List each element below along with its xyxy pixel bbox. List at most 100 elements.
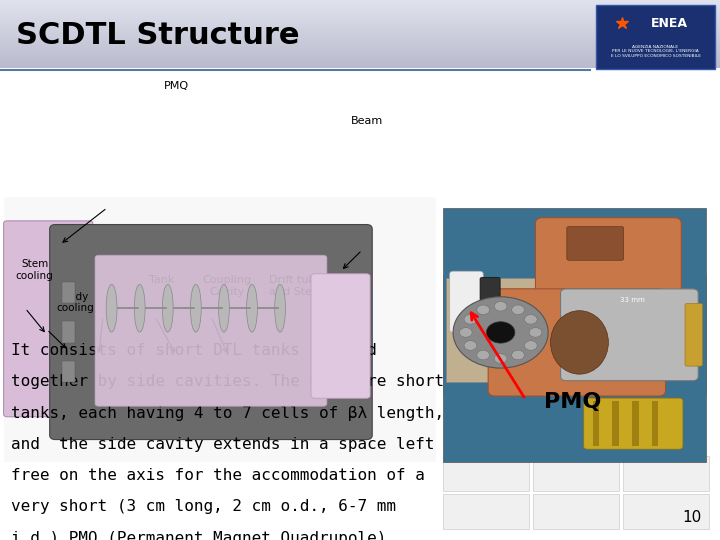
FancyBboxPatch shape bbox=[536, 218, 681, 310]
Circle shape bbox=[477, 305, 490, 314]
Circle shape bbox=[487, 322, 515, 343]
Circle shape bbox=[529, 328, 542, 337]
Bar bbox=[0, 3, 720, 5]
Bar bbox=[533, 494, 619, 529]
Circle shape bbox=[464, 341, 477, 350]
Text: It consists of short DTL tanks coupled: It consists of short DTL tanks coupled bbox=[11, 343, 377, 358]
Text: SCDTL Structure: SCDTL Structure bbox=[16, 21, 300, 50]
Bar bbox=[0, 62, 720, 63]
Bar bbox=[0, 35, 720, 37]
Bar bbox=[0, 45, 720, 48]
Bar bbox=[443, 275, 706, 394]
Circle shape bbox=[524, 341, 537, 350]
Text: Stem
cooling: Stem cooling bbox=[16, 259, 53, 281]
FancyBboxPatch shape bbox=[450, 271, 483, 333]
Bar bbox=[0, 53, 720, 55]
Text: Drift tubes
and Stems: Drift tubes and Stems bbox=[269, 275, 328, 297]
Ellipse shape bbox=[246, 285, 258, 332]
Bar bbox=[0, 5, 720, 7]
Bar bbox=[0, 7, 720, 9]
Text: PMQ: PMQ bbox=[164, 81, 189, 91]
FancyBboxPatch shape bbox=[567, 227, 624, 260]
Text: AGENZIA NAZIONALE
PER LE NUOVE TECNOLOGIE, L'ENERGIA
E LO SVILUPPO ECONOMICO SOS: AGENZIA NAZIONALE PER LE NUOVE TECNOLOGI… bbox=[611, 45, 701, 58]
Circle shape bbox=[494, 354, 507, 363]
Text: Coupling
Cavity: Coupling Cavity bbox=[202, 275, 251, 297]
Ellipse shape bbox=[162, 285, 173, 332]
Bar bbox=[0, 30, 720, 31]
Bar bbox=[0, 23, 720, 24]
Bar bbox=[593, 401, 599, 447]
Circle shape bbox=[464, 315, 477, 324]
Circle shape bbox=[494, 301, 507, 311]
Bar bbox=[0, 26, 720, 28]
Bar bbox=[0, 39, 720, 40]
Bar bbox=[0, 51, 720, 53]
Bar bbox=[0, 44, 720, 45]
Bar bbox=[0, 0, 720, 2]
Bar bbox=[0, 2, 720, 3]
Bar bbox=[623, 494, 709, 529]
Circle shape bbox=[512, 305, 524, 314]
FancyBboxPatch shape bbox=[95, 255, 327, 406]
Bar bbox=[596, 5, 715, 69]
Bar bbox=[4, 197, 436, 462]
Ellipse shape bbox=[219, 285, 229, 332]
Ellipse shape bbox=[275, 285, 285, 332]
Bar bbox=[443, 208, 706, 462]
Text: ENEA: ENEA bbox=[652, 17, 688, 30]
FancyBboxPatch shape bbox=[50, 225, 372, 440]
Text: Beam: Beam bbox=[351, 116, 384, 126]
Circle shape bbox=[477, 350, 490, 360]
Circle shape bbox=[459, 328, 472, 337]
Bar bbox=[0, 66, 720, 69]
Bar bbox=[0, 11, 720, 12]
Bar bbox=[623, 456, 709, 491]
Text: PMQ: PMQ bbox=[544, 392, 601, 413]
FancyBboxPatch shape bbox=[561, 289, 698, 381]
Bar bbox=[0, 33, 720, 35]
FancyBboxPatch shape bbox=[480, 278, 500, 332]
Ellipse shape bbox=[107, 285, 117, 332]
Circle shape bbox=[512, 350, 524, 360]
Ellipse shape bbox=[190, 285, 202, 332]
Bar bbox=[0, 37, 720, 39]
Bar bbox=[533, 456, 619, 491]
Bar bbox=[0, 42, 720, 44]
FancyBboxPatch shape bbox=[584, 398, 683, 449]
Ellipse shape bbox=[551, 310, 608, 374]
Text: very short (3 cm long, 2 cm o.d., 6-7 mm: very short (3 cm long, 2 cm o.d., 6-7 mm bbox=[11, 500, 396, 515]
Bar bbox=[632, 401, 639, 447]
Bar bbox=[0, 55, 720, 56]
Bar bbox=[0, 14, 720, 16]
Bar bbox=[0, 16, 720, 17]
Bar bbox=[652, 401, 658, 447]
Bar bbox=[0, 28, 720, 30]
Circle shape bbox=[524, 315, 537, 324]
Bar bbox=[62, 282, 75, 303]
Bar bbox=[62, 361, 75, 382]
Bar bbox=[0, 24, 720, 26]
Bar bbox=[0, 12, 720, 14]
Bar bbox=[0, 49, 720, 51]
Bar bbox=[0, 56, 720, 58]
Bar bbox=[0, 19, 720, 21]
Text: Body
cooling: Body cooling bbox=[57, 292, 94, 313]
Text: free on the axis for the accommodation of a: free on the axis for the accommodation o… bbox=[11, 468, 425, 483]
FancyBboxPatch shape bbox=[685, 303, 703, 366]
Bar bbox=[0, 48, 720, 49]
FancyBboxPatch shape bbox=[311, 274, 370, 399]
Bar bbox=[0, 58, 720, 60]
Bar bbox=[62, 321, 75, 342]
Text: Tank: Tank bbox=[149, 275, 175, 286]
Text: tanks, each having 4 to 7 cells of βλ length,: tanks, each having 4 to 7 cells of βλ le… bbox=[11, 406, 444, 421]
Bar bbox=[0, 21, 720, 23]
Bar bbox=[0, 60, 720, 62]
Bar bbox=[443, 456, 529, 491]
Bar bbox=[0, 65, 720, 66]
Bar bbox=[0, 9, 720, 10]
Bar bbox=[612, 401, 619, 447]
FancyBboxPatch shape bbox=[4, 221, 93, 417]
Bar bbox=[0, 40, 720, 42]
Text: and  the side cavity extends in a space left: and the side cavity extends in a space l… bbox=[11, 437, 434, 452]
Circle shape bbox=[453, 297, 548, 368]
